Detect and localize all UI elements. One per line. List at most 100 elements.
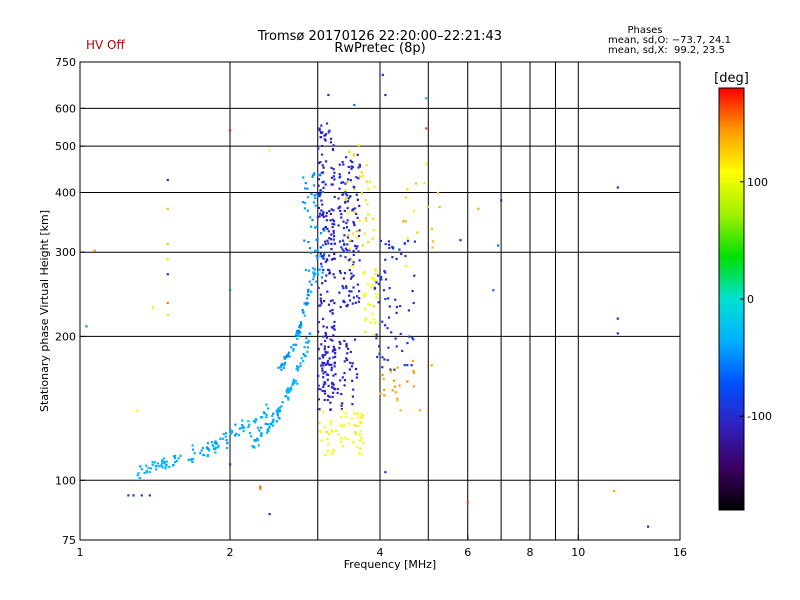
data-point: [345, 156, 348, 159]
data-point: [317, 173, 320, 176]
data-point: [328, 272, 331, 275]
data-point: [351, 403, 354, 406]
data-point: [317, 387, 320, 390]
data-point: [303, 314, 306, 317]
data-point: [384, 93, 387, 97]
data-point: [373, 279, 376, 282]
data-point: [333, 328, 336, 331]
data-point: [340, 407, 343, 411]
data-point: [384, 324, 387, 327]
data-point: [364, 198, 367, 201]
data-point: [329, 422, 332, 425]
data-point: [280, 405, 283, 408]
data-point: [305, 341, 308, 344]
data-point: [138, 476, 141, 480]
data-point: [330, 176, 334, 179]
data-point: [349, 361, 352, 364]
data-point: [330, 369, 333, 372]
data-point: [355, 445, 358, 448]
data-point: [426, 205, 430, 208]
data-point: [322, 356, 325, 359]
data-point: [331, 183, 334, 186]
data-point: [317, 161, 320, 164]
data-point: [353, 338, 357, 341]
data-point: [332, 144, 335, 147]
data-point: [412, 338, 415, 341]
data-point: [373, 287, 376, 290]
data-point: [386, 359, 389, 362]
data-point: [319, 161, 322, 164]
data-point: [166, 273, 169, 276]
data-point: [348, 171, 351, 174]
phase-stats-o-mode: mean, sd,O: −73.7, 24.1: [608, 35, 731, 46]
data-point: [214, 446, 217, 449]
data-point: [358, 259, 361, 262]
data-point: [350, 417, 353, 420]
data-point: [312, 278, 315, 281]
data-point: [272, 418, 275, 421]
data-point: [302, 353, 305, 356]
data-point: [313, 172, 316, 175]
data-point: [341, 239, 345, 242]
data-point: [367, 240, 370, 244]
data-point: [322, 228, 325, 231]
data-point: [291, 383, 294, 386]
data-point: [303, 302, 306, 305]
data-point: [332, 345, 335, 348]
data-point: [346, 200, 350, 203]
data-point: [359, 447, 362, 450]
data-point: [365, 219, 368, 222]
data-point: [137, 472, 140, 475]
data-point: [222, 433, 225, 436]
data-point: [358, 297, 361, 300]
data-point: [268, 425, 271, 428]
data-point: [255, 438, 258, 442]
y-tick-label: 400: [55, 186, 76, 199]
data-point: [332, 374, 335, 377]
data-point: [380, 278, 383, 281]
data-point: [330, 366, 333, 369]
data-point: [329, 137, 333, 140]
data-point: [339, 254, 342, 257]
data-point: [247, 420, 250, 423]
data-point: [310, 225, 313, 228]
data-point: [328, 254, 331, 257]
data-point: [237, 433, 241, 437]
data-point: [312, 275, 316, 278]
data-point: [329, 408, 332, 411]
data-point: [275, 410, 278, 413]
data-point: [343, 234, 346, 237]
data-point: [303, 201, 307, 205]
data-point: [413, 240, 416, 243]
data-point: [353, 224, 356, 227]
data-point: [206, 454, 209, 458]
data-point: [340, 415, 343, 418]
data-point: [253, 446, 256, 449]
data-point: [342, 250, 345, 253]
data-point: [224, 432, 228, 435]
data-point: [333, 223, 336, 226]
data-point: [243, 426, 246, 429]
data-point: [327, 131, 330, 134]
data-point: [332, 356, 335, 359]
data-point: [341, 402, 344, 405]
data-point: [354, 431, 357, 434]
data-point: [304, 182, 307, 185]
data-point: [327, 303, 331, 306]
data-point: [312, 267, 315, 270]
data-point: [315, 280, 318, 283]
data-point: [347, 165, 350, 169]
data-point: [330, 248, 333, 251]
data-point: [616, 186, 619, 189]
data-point: [332, 334, 335, 337]
data-point: [396, 366, 399, 369]
data-point: [325, 274, 328, 277]
data-point: [375, 281, 378, 284]
data-point: [361, 414, 364, 417]
data-point: [323, 138, 326, 141]
data-point: [357, 250, 360, 253]
data-point: [229, 463, 232, 466]
data-point: [288, 355, 291, 358]
data-point: [219, 437, 222, 440]
data-point: [295, 367, 298, 370]
